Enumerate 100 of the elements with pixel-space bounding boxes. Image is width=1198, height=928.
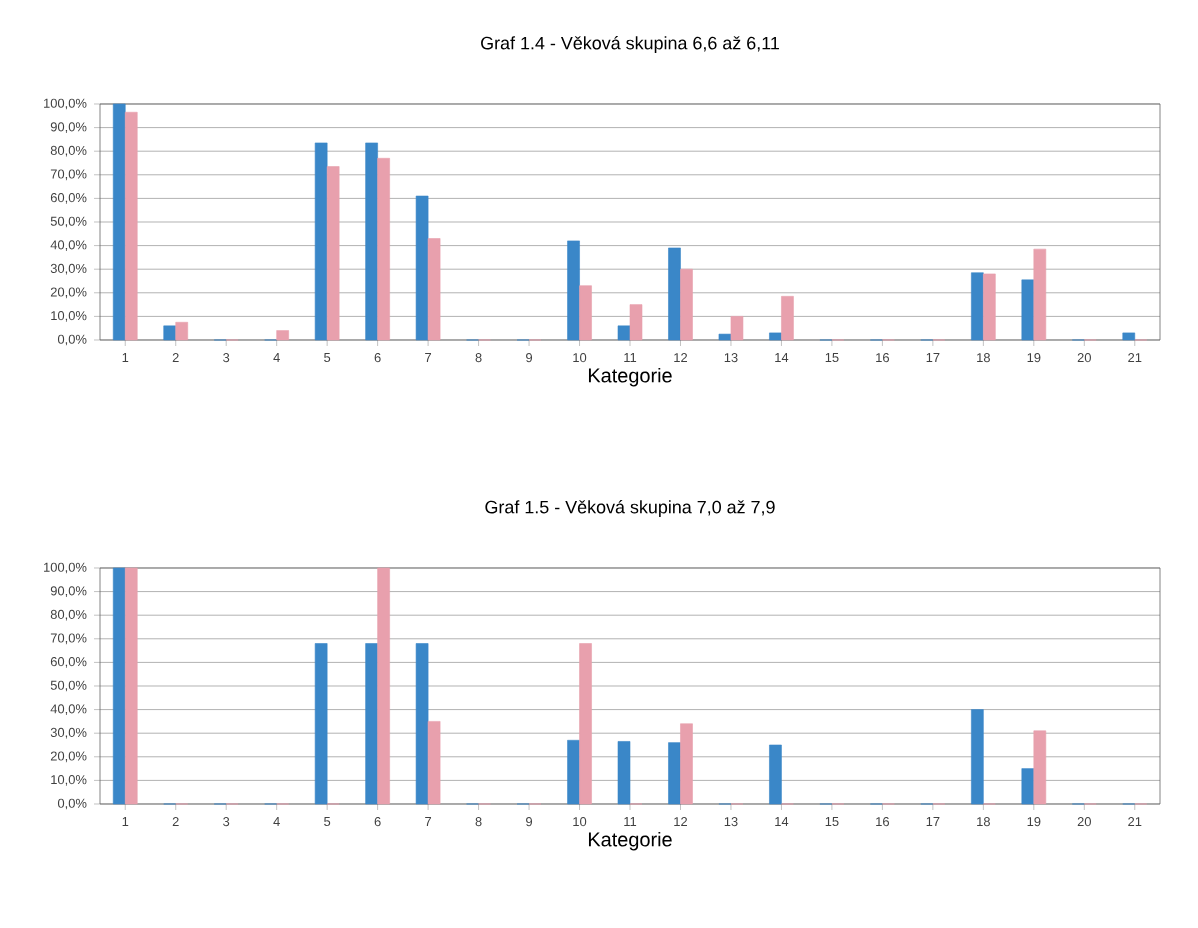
y-tick-label: 60,0% [50, 193, 87, 204]
y-tick-label: 30,0% [50, 727, 87, 739]
bar [983, 273, 996, 341]
y-tick-label: 80,0% [50, 145, 87, 157]
bar [365, 142, 378, 341]
bar [124, 567, 138, 805]
bar [112, 103, 126, 341]
y-tick-label: 10,0% [51, 775, 87, 786]
x-tick-label: 17 [926, 353, 940, 362]
y-tick-label: 90,0% [50, 122, 87, 133]
y-tick-label: 70,0% [50, 633, 87, 645]
bar [971, 709, 984, 805]
x-tick-label: 10 [573, 817, 587, 827]
x-tick-label: 9 [526, 353, 533, 363]
x-tick-label: 7 [425, 817, 432, 826]
y-tick-label: 70,0% [50, 169, 87, 181]
x-tick-label: 1 [122, 353, 129, 362]
bar [415, 643, 429, 805]
x-axis-title: Kategorie [588, 831, 672, 851]
bar [617, 325, 631, 341]
x-tick-label: 15 [825, 817, 839, 827]
y-tick-label: 30,0% [50, 263, 87, 275]
bar [718, 333, 732, 341]
y-tick-label: 60,0% [50, 657, 87, 668]
y-tick-label: 40,0% [50, 704, 87, 715]
bar [629, 304, 643, 341]
bar [617, 741, 631, 805]
bar [314, 142, 328, 341]
x-tick-label: 4 [273, 817, 280, 826]
x-tick-label: 18 [977, 353, 990, 363]
bar [579, 643, 592, 805]
bar [175, 321, 189, 341]
bar [377, 567, 390, 805]
x-tick-label: 4 [273, 353, 280, 362]
bar [415, 195, 429, 341]
bar [427, 721, 441, 805]
x-tick-label: 10 [573, 353, 587, 363]
y-tick-label: 10,0% [51, 311, 87, 322]
bar [680, 723, 693, 805]
y-tick-label: 40,0% [50, 240, 87, 251]
x-tick-label: 9 [526, 817, 533, 827]
chart-title: Graf 1.5 - Věková skupina 7,0 až 7,9 [485, 500, 775, 517]
x-tick-label: 8 [475, 353, 482, 363]
bar [163, 325, 177, 341]
x-tick-label: 5 [324, 353, 331, 363]
y-tick-label: 0,0% [57, 334, 87, 346]
bar [276, 330, 289, 341]
bar [112, 567, 126, 805]
x-tick-label: 15 [825, 353, 839, 363]
bar [124, 111, 138, 341]
x-tick-label: 17 [926, 817, 940, 826]
bar [1021, 768, 1035, 805]
bar [769, 332, 782, 341]
x-tick-label: 2 [172, 353, 179, 363]
x-tick-label: 21 [1128, 817, 1142, 827]
x-tick-label: 19 [1027, 353, 1041, 363]
bar [567, 739, 580, 805]
x-tick-label: 16 [876, 817, 890, 827]
bar [680, 268, 693, 341]
bar [1033, 730, 1047, 805]
x-tick-label: 11 [624, 353, 637, 362]
bar [567, 240, 580, 341]
x-tick-label: 14 [775, 353, 789, 362]
x-tick-label: 6 [374, 817, 381, 827]
bar [1122, 332, 1136, 341]
y-tick-label: 0,0% [57, 798, 87, 810]
x-tick-label: 21 [1128, 353, 1142, 363]
bar [314, 643, 328, 805]
y-tick-label: 90,0% [50, 586, 87, 597]
x-tick-label: 3 [223, 817, 230, 827]
bar [668, 247, 681, 341]
x-tick-label: 12 [674, 817, 688, 827]
y-tick-label: 50,0% [50, 216, 87, 228]
x-tick-label: 13 [724, 817, 738, 827]
x-tick-label: 20 [1077, 353, 1091, 363]
bar [326, 166, 340, 341]
bar [427, 238, 441, 341]
bar [377, 157, 390, 341]
chart-title: Graf 1.4 - Věková skupina 6,6 až 6,11 [481, 36, 779, 53]
y-tick-label: 20,0% [50, 751, 87, 763]
bar [365, 643, 378, 805]
x-tick-label: 8 [475, 817, 482, 827]
y-tick-label: 100,0% [44, 562, 87, 574]
x-tick-label: 3 [223, 353, 230, 363]
bar [1021, 279, 1035, 341]
x-tick-label: 2 [172, 817, 179, 827]
bar [769, 744, 782, 805]
x-tick-label: 20 [1077, 817, 1091, 827]
x-tick-label: 12 [674, 353, 688, 363]
x-tick-label: 7 [425, 353, 432, 362]
x-tick-label: 16 [876, 353, 890, 363]
x-axis-title: Kategorie [588, 367, 672, 387]
x-tick-label: 19 [1027, 817, 1041, 827]
y-tick-label: 80,0% [50, 609, 87, 621]
bar [579, 285, 592, 341]
x-tick-label: 1 [122, 817, 129, 826]
bar [971, 272, 984, 341]
x-tick-label: 18 [977, 817, 990, 827]
y-tick-label: 20,0% [50, 287, 87, 299]
x-tick-label: 5 [324, 817, 331, 827]
